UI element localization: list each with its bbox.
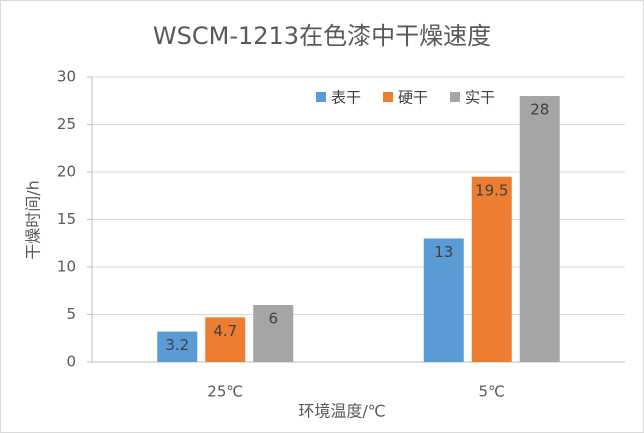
y-tick-label: 0	[66, 353, 76, 371]
bar	[205, 317, 246, 362]
y-tick-label: 20	[57, 163, 76, 181]
y-tick-label: 30	[57, 68, 76, 86]
x-tick-label: 25℃	[207, 383, 243, 401]
chart-title: WSCM-1213在色漆中干燥速度	[153, 22, 491, 50]
data-label: 6	[268, 310, 278, 328]
bar	[471, 176, 512, 362]
data-label: 19.5	[475, 181, 508, 199]
data-label: 28	[530, 101, 549, 119]
y-tick-label: 25	[57, 115, 76, 133]
bar	[157, 331, 198, 362]
legend-swatch	[383, 92, 393, 102]
y-tick-label: 15	[57, 210, 76, 228]
legend-label: 硬干	[398, 89, 428, 107]
bar	[519, 96, 560, 362]
data-label: 13	[434, 243, 453, 261]
x-tick-label: 5℃	[479, 383, 505, 401]
y-tick-label: 5	[66, 305, 76, 323]
legend-swatch	[316, 92, 326, 102]
bar	[423, 238, 464, 362]
x-axis-label: 环境温度/℃	[298, 402, 385, 421]
legend-label: 实干	[465, 89, 495, 107]
data-label: 3.2	[165, 336, 189, 354]
legend-swatch	[450, 92, 460, 102]
y-tick-label: 10	[57, 258, 76, 276]
legend-label: 表干	[331, 89, 361, 107]
bar	[253, 305, 294, 362]
y-axis-label: 干燥时间/h	[24, 180, 43, 260]
data-label: 4.7	[213, 322, 237, 340]
